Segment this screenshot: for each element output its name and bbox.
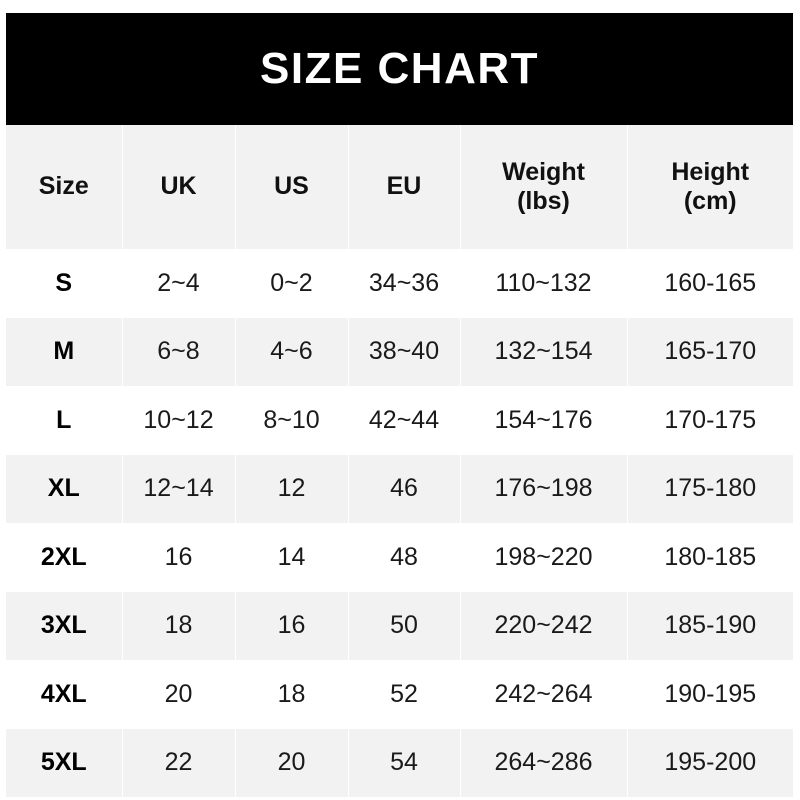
- table-row: XL 12~14 12 46 176~198 175-180: [6, 454, 793, 523]
- cell-size: XL: [6, 454, 123, 523]
- cell-us: 18: [235, 660, 349, 729]
- column-header-size-line1: Size: [38, 172, 89, 201]
- column-header-us-line1: US: [274, 172, 309, 201]
- cell-weight: 132~154: [460, 317, 628, 386]
- cell-us: 4~6: [235, 317, 349, 386]
- cell-weight: 110~132: [460, 249, 628, 318]
- column-header-size: Size: [6, 125, 123, 249]
- cell-height: 190-195: [664, 679, 757, 708]
- cell-uk: 10~12: [122, 386, 236, 455]
- page-title: SIZE CHART: [260, 44, 539, 93]
- cell-size: 4XL: [6, 660, 123, 729]
- table-row: 5XL 22 20 54 264~286 195-200: [6, 728, 793, 797]
- cell-height: 175-180: [664, 474, 757, 503]
- size-chart-card: SIZE CHART Size UK US EU: [6, 13, 793, 797]
- cell-us: 8~10: [235, 386, 349, 455]
- cell-weight: 198~220: [460, 523, 628, 592]
- table-row: S 2~4 0~2 34~36 110~132 160-165: [6, 249, 793, 318]
- cell-uk: 6~8: [122, 317, 236, 386]
- cell-size: 5XL: [6, 728, 123, 797]
- cell-us: 14: [235, 523, 349, 592]
- column-header-uk-line1: UK: [160, 172, 197, 201]
- cell-weight: 176~198: [460, 454, 628, 523]
- column-header-weight-line1: Weight: [502, 157, 585, 186]
- column-header-weight: Weight (lbs): [460, 125, 628, 249]
- cell-eu: 38~40: [348, 317, 461, 386]
- cell-eu: 46: [348, 454, 461, 523]
- cell-size: L: [6, 386, 123, 455]
- title-banner: SIZE CHART: [6, 13, 793, 125]
- table-row: L 10~12 8~10 42~44 154~176 170-175: [6, 386, 793, 455]
- cell-height: 160-165: [664, 268, 757, 297]
- cell-eu: 50: [348, 591, 461, 660]
- cell-height: 195-200: [664, 748, 757, 777]
- column-header-uk: UK: [122, 125, 236, 249]
- cell-size: S: [6, 249, 123, 318]
- cell-weight: 154~176: [460, 386, 628, 455]
- size-chart-table: Size UK US EU Weight (lbs) Height (cm): [6, 125, 793, 797]
- table-header: Size UK US EU Weight (lbs) Height (cm): [6, 125, 793, 249]
- cell-weight: 242~264: [460, 660, 628, 729]
- cell-weight: 220~242: [460, 591, 628, 660]
- cell-us: 20: [235, 728, 349, 797]
- cell-us: 12: [235, 454, 349, 523]
- table-row: 3XL 18 16 50 220~242 185-190: [6, 591, 793, 660]
- cell-size: 2XL: [6, 523, 123, 592]
- cell-eu: 54: [348, 728, 461, 797]
- table-row: 2XL 16 14 48 198~220 180-185: [6, 523, 793, 592]
- cell-height: 185-190: [664, 611, 757, 640]
- table-row: M 6~8 4~6 38~40 132~154 165-170: [6, 317, 793, 386]
- cell-size: 3XL: [6, 591, 123, 660]
- cell-uk: 12~14: [122, 454, 236, 523]
- cell-size: M: [6, 317, 123, 386]
- table-row: 4XL 20 18 52 242~264 190-195: [6, 660, 793, 729]
- cell-height: 180-185: [664, 542, 757, 571]
- cell-uk: 18: [122, 591, 236, 660]
- header-row: Size UK US EU Weight (lbs) Height (cm): [6, 125, 793, 249]
- cell-eu: 42~44: [348, 386, 461, 455]
- column-header-height-line1: Height: [671, 157, 750, 186]
- column-header-eu-line1: EU: [386, 172, 422, 201]
- cell-eu: 48: [348, 523, 461, 592]
- column-header-eu: EU: [348, 125, 461, 249]
- cell-uk: 20: [122, 660, 236, 729]
- column-header-us: US: [235, 125, 349, 249]
- cell-height: 165-170: [664, 337, 757, 366]
- column-header-height: Height (cm): [627, 125, 793, 249]
- cell-eu: 52: [348, 660, 461, 729]
- cell-height: 170-175: [664, 405, 757, 434]
- cell-eu: 34~36: [348, 249, 461, 318]
- cell-uk: 16: [122, 523, 236, 592]
- cell-uk: 22: [122, 728, 236, 797]
- cell-us: 0~2: [235, 249, 349, 318]
- column-header-weight-line2: (lbs): [517, 187, 570, 215]
- cell-us: 16: [235, 591, 349, 660]
- column-header-height-line2: (cm): [683, 187, 737, 215]
- cell-weight: 264~286: [460, 728, 628, 797]
- table-body: S 2~4 0~2 34~36 110~132 160-165 M 6~8 4~6 38~40 13…: [6, 249, 793, 797]
- cell-uk: 2~4: [122, 249, 236, 318]
